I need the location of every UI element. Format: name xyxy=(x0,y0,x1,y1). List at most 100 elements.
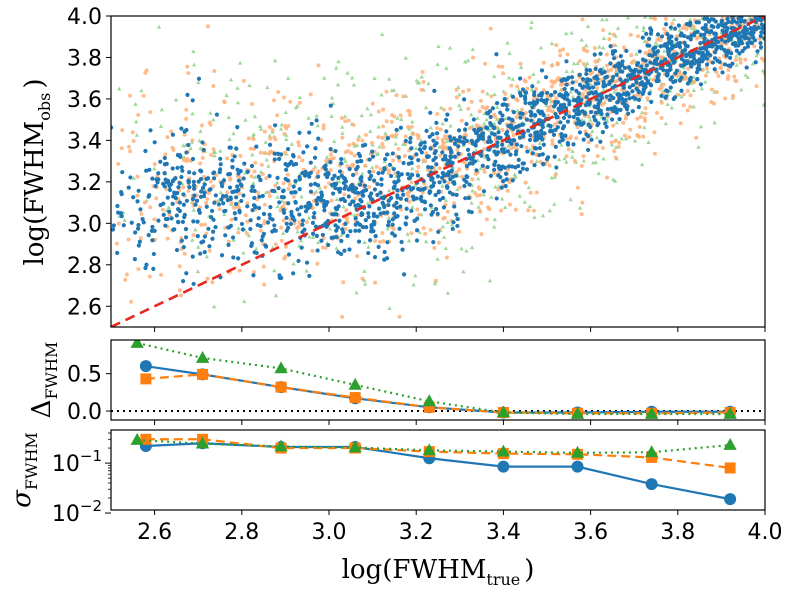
scatter-point xyxy=(612,89,617,94)
scatter-point xyxy=(440,175,445,180)
scatter-point xyxy=(648,60,653,65)
scatter-point xyxy=(202,234,208,239)
scatter-point xyxy=(329,198,334,203)
scatter-point xyxy=(275,113,280,118)
x-tick-label: 3.0 xyxy=(312,520,347,545)
scatter-point xyxy=(627,135,632,140)
scatter-point xyxy=(584,71,589,77)
scatter-point xyxy=(577,111,582,116)
scatter-point xyxy=(713,35,719,40)
scatter-point xyxy=(575,61,580,66)
scatter-point xyxy=(505,40,510,45)
scatter-point xyxy=(661,27,666,32)
scatter-point xyxy=(186,180,191,185)
scatter-point xyxy=(489,194,494,199)
scatter-point xyxy=(392,233,397,238)
scatter-point xyxy=(254,144,259,149)
scatter-point xyxy=(387,198,392,203)
scatter-point xyxy=(217,207,222,212)
scatter-point xyxy=(586,140,591,145)
scatter-point xyxy=(334,246,339,251)
scatter-point xyxy=(217,169,222,175)
scatter-point xyxy=(423,231,428,236)
scatter-point xyxy=(403,55,408,60)
scatter-point xyxy=(211,171,216,176)
scatter-point xyxy=(282,124,287,129)
scatter-point xyxy=(135,193,140,198)
scatter-point xyxy=(762,23,765,28)
scatter-point xyxy=(713,31,719,37)
scatter-point xyxy=(111,227,116,232)
scatter-point xyxy=(369,165,375,170)
scatter-point xyxy=(245,169,250,174)
scatter-point xyxy=(550,63,555,68)
scatter-point xyxy=(291,271,296,276)
scatter-point xyxy=(553,89,558,95)
scatter-point xyxy=(470,161,475,166)
scatter-point xyxy=(653,16,658,21)
scatter-point xyxy=(459,118,464,123)
scatter-point xyxy=(488,114,493,120)
scatter-point xyxy=(147,167,152,172)
scatter-point xyxy=(354,186,359,191)
scatter-point xyxy=(700,50,705,55)
scatter-point xyxy=(749,40,755,46)
scatter-point xyxy=(132,256,138,262)
scatter-point xyxy=(440,121,445,126)
scatter-point xyxy=(428,227,433,232)
scatter-point xyxy=(250,102,255,107)
scatter-point xyxy=(582,48,587,53)
scatter-point xyxy=(285,146,291,152)
scatter-point xyxy=(316,63,321,68)
scatter-point xyxy=(119,214,124,219)
scatter-point xyxy=(208,110,213,115)
scatter-point xyxy=(179,126,184,131)
scatter-point xyxy=(258,223,263,229)
scatter-point xyxy=(588,109,594,115)
scatter-point xyxy=(502,165,507,170)
scatter-point xyxy=(408,140,413,145)
scatter-point xyxy=(698,124,704,129)
scatter-point xyxy=(744,65,749,70)
scatter-point xyxy=(669,54,674,59)
scatter-point xyxy=(231,131,236,136)
scatter-point xyxy=(685,89,690,94)
scatter-point xyxy=(585,77,590,82)
scatter-point xyxy=(462,177,467,182)
scatter-point xyxy=(274,180,280,185)
scatter-point xyxy=(503,205,508,210)
sigma-x-ticks: 2.6 2.8 3.0 3.2 3.4 3.6 3.8 4.0 xyxy=(137,510,783,545)
scatter-point xyxy=(507,180,512,185)
scatter-point xyxy=(520,166,526,171)
scatter-point xyxy=(416,164,421,169)
scatter-point xyxy=(136,222,141,228)
scatter-point xyxy=(251,269,256,274)
scatter-point xyxy=(232,154,237,159)
scatter-point xyxy=(465,147,471,152)
scatter-point xyxy=(191,281,196,287)
scatter-point xyxy=(178,293,183,298)
scatter-point xyxy=(331,191,336,196)
scatter-point xyxy=(182,212,187,217)
scatter-point xyxy=(315,240,321,245)
scatter-point xyxy=(509,83,514,88)
scatter-point xyxy=(351,122,356,127)
scatter-point xyxy=(623,97,628,102)
scatter-point xyxy=(260,234,265,239)
scatter-point xyxy=(613,79,618,84)
scatter-point xyxy=(618,77,623,82)
scatter-point xyxy=(444,184,449,189)
scatter-point xyxy=(554,165,559,170)
scatter-point xyxy=(679,88,684,93)
scatter-point xyxy=(396,146,401,151)
scatter-point xyxy=(267,173,272,179)
scatter-point xyxy=(719,20,724,25)
scatter-point xyxy=(635,62,640,67)
scatter-point xyxy=(256,205,262,211)
scatter-point xyxy=(379,32,385,37)
scatter-point xyxy=(312,155,318,160)
scatter-point xyxy=(116,221,121,226)
scatter-point xyxy=(196,80,201,85)
scatter-point xyxy=(442,215,447,220)
scatter-point xyxy=(234,146,239,151)
